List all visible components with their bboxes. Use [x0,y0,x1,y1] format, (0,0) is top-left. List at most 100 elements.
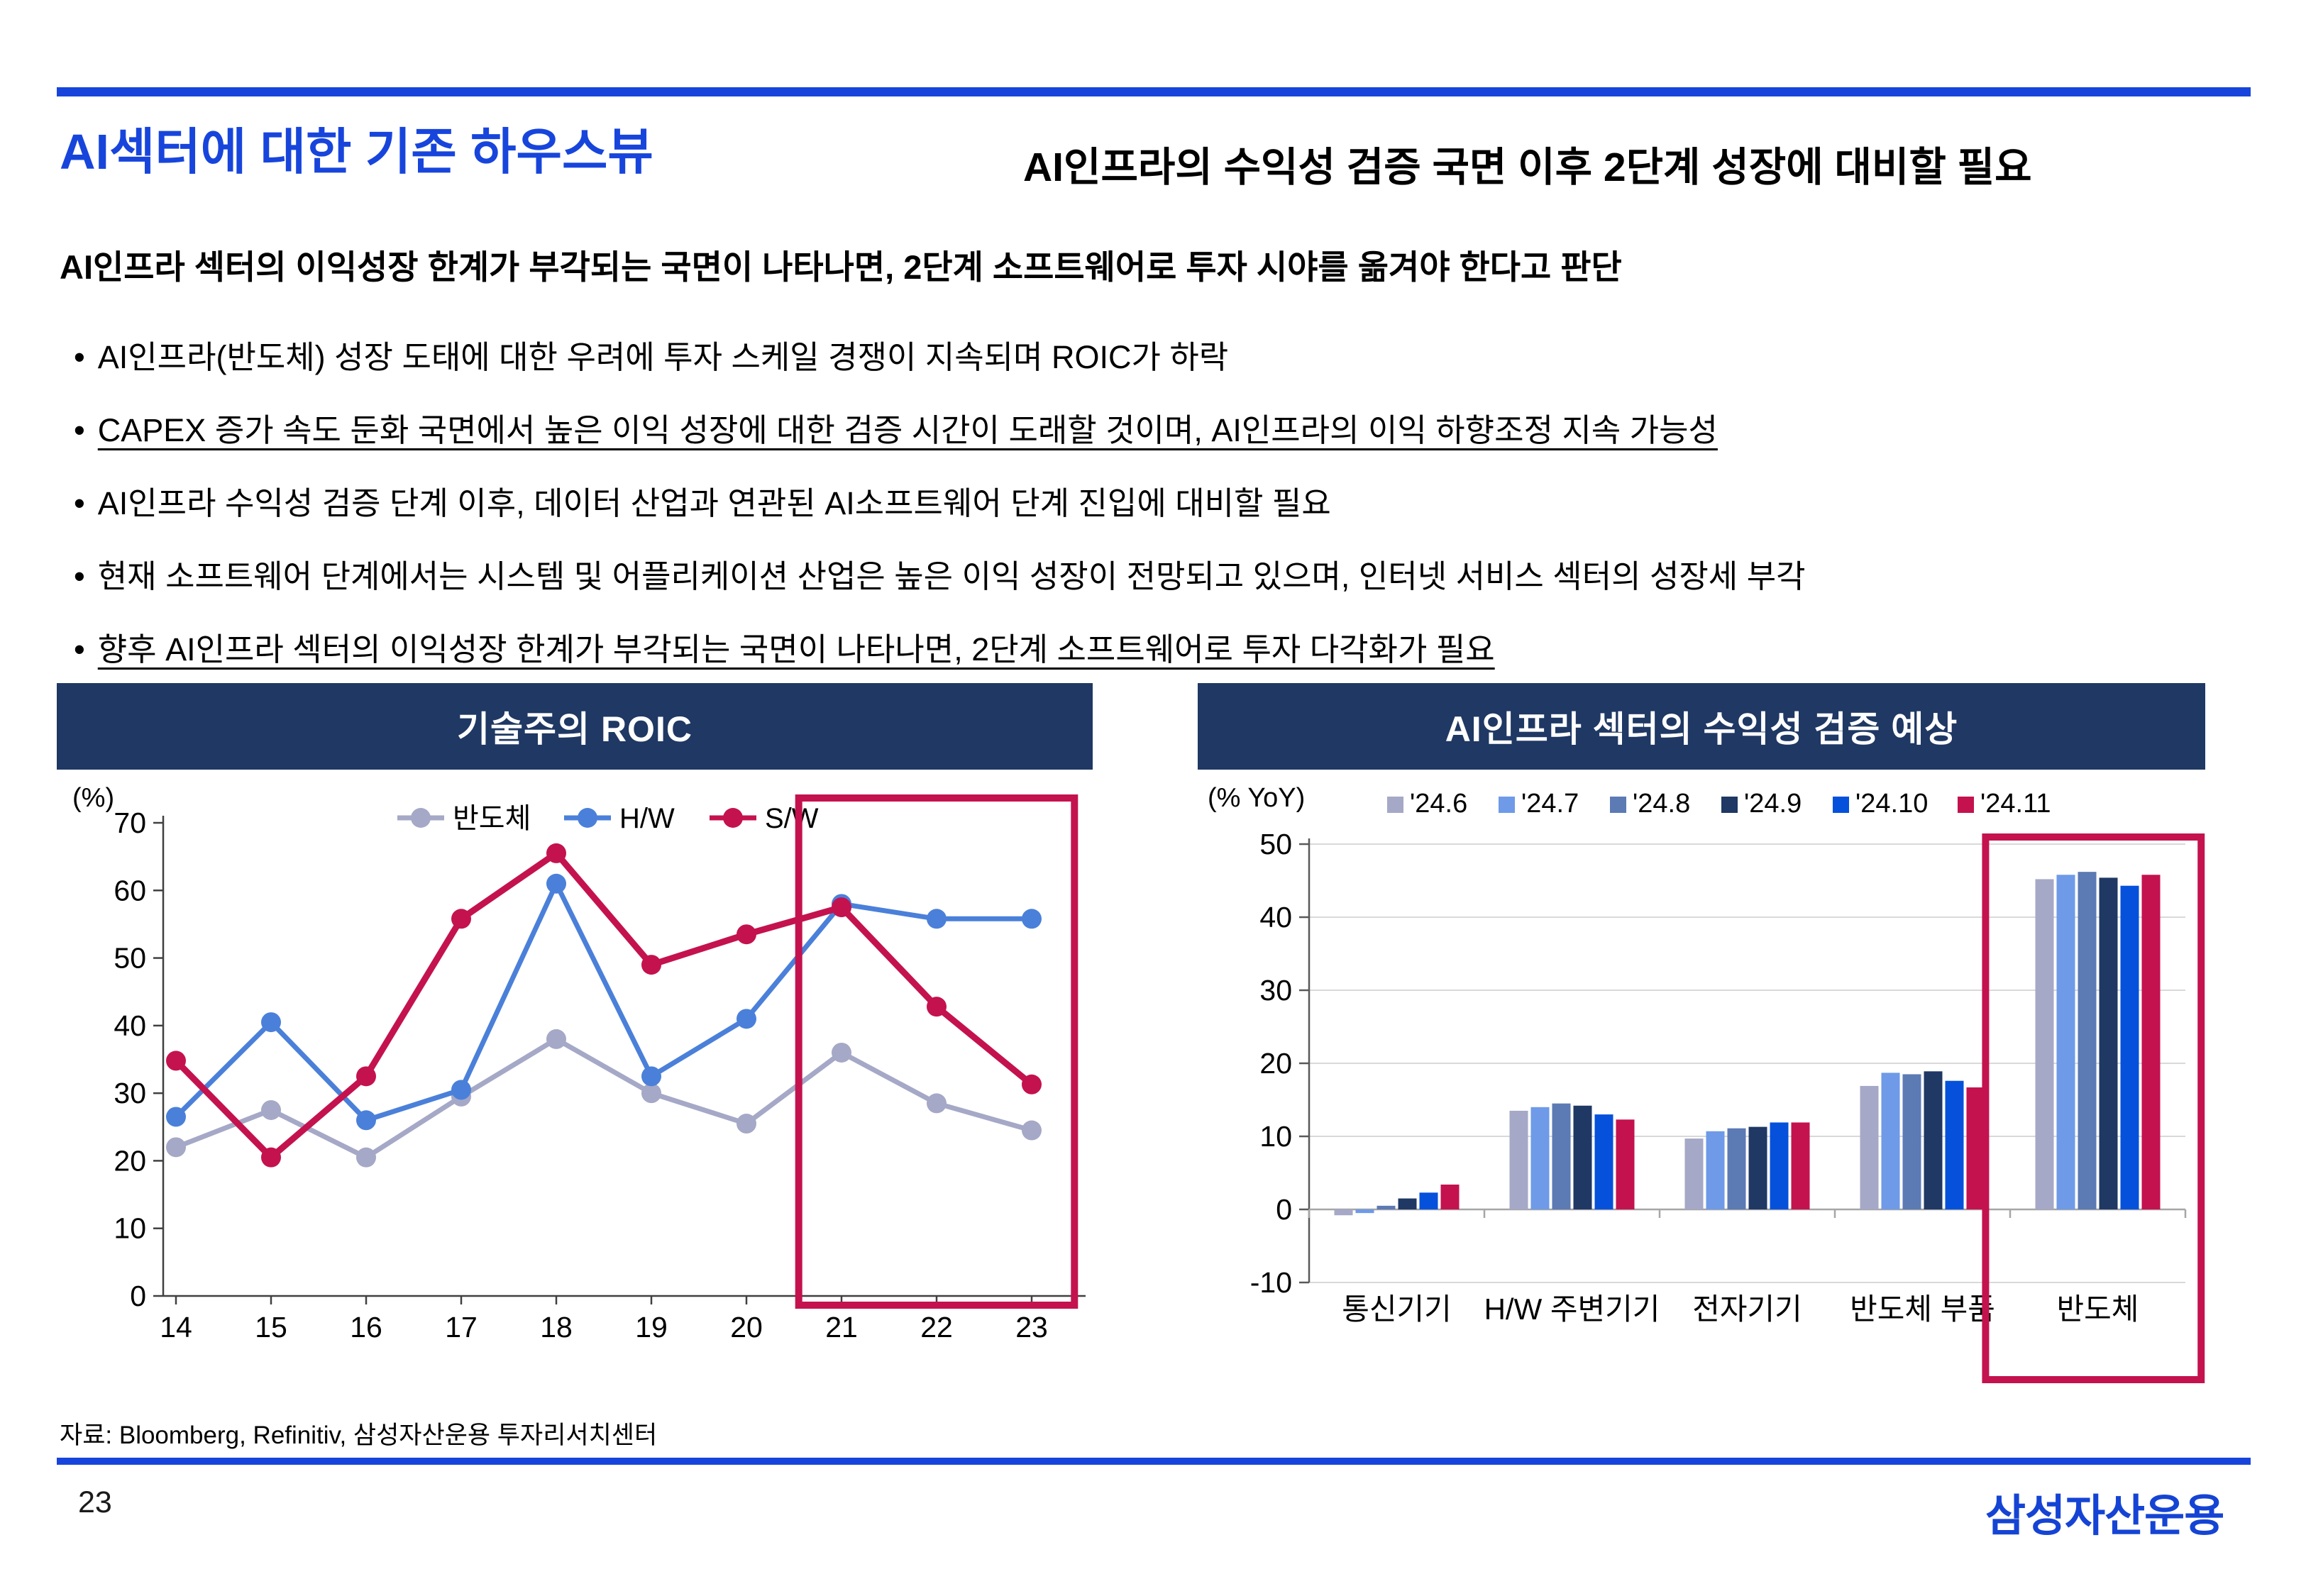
x-tick-label: 14 [160,1311,192,1343]
legend-item-H/W: H/W [564,803,675,834]
x-tick-label: 17 [445,1311,478,1343]
y-tick-label: 0 [1276,1193,1292,1226]
data-point [546,873,566,894]
right-chart-title: AI인프라 섹터의 수익성 검증 예상 [1445,709,1958,749]
right-chart-header: AI인프라 섹터의 수익성 검증 예상 [1198,683,2205,770]
bullet-marker: • [74,412,85,448]
bar [1573,1105,1592,1209]
bullet-marker: • [74,339,85,375]
x-tick-label: 15 [255,1311,287,1343]
bullet-marker: • [74,485,85,521]
roic-line-chart: (%) 반도체 H/W S/W 0 10 20 30 40 50 60 70 14 15 16 17 18 19 2… [72,783,1086,1343]
bar [1419,1192,1438,1209]
legend-item-'24.11: '24.11 [1958,789,2051,819]
legend-label: '24.10 [1855,789,1928,819]
bullet-marker: • [74,558,85,594]
x-tick-label: 22 [920,1311,953,1343]
legend-marker [411,808,431,828]
y-tick-label: 20 [1259,1047,1292,1080]
bar [2035,879,2054,1209]
legend-label: S/W [765,803,819,834]
legend-item-'24.6: '24.6 [1387,789,1467,819]
category-label: 전자기기 [1692,1292,1802,1326]
legend-label: '24.11 [1980,789,2051,819]
series-line [172,850,1035,1161]
legend-label: '24.8 [1633,789,1690,819]
highlight-box [795,794,1078,1309]
bar [1616,1119,1635,1209]
legend-marker [723,808,743,828]
bar [1684,1138,1704,1209]
left-chart-header: 기술주의 ROIC [57,683,1093,770]
page-number: 23 [78,1485,112,1519]
y-unit-label: (%) [72,783,114,813]
bullet-list: • AI인프라(반도체) 성장 도태에 대한 우려에 투자 스케일 경쟁이 지속되… [74,321,1806,686]
source-note: 자료: Bloomberg, Refinitiv, 삼성자산운용 투자리서치센터 [60,1422,658,1449]
bar [2099,877,2118,1209]
top-divider [57,87,2251,96]
data-point [927,909,947,929]
data-point [641,1083,661,1104]
bar [1791,1122,1810,1209]
bar [1860,1085,1879,1209]
data-point [641,1066,661,1087]
data-point [1022,1074,1042,1095]
y-tick-label: 40 [114,1009,146,1042]
y-tick-label: 60 [114,874,146,907]
bar [1377,1205,1396,1209]
legend-item-S/W: S/W [710,803,819,834]
bullet-text: CAPEX 증가 속도 둔화 국면에서 높은 이익 성장에 대한 검증 시간이 … [97,412,1718,448]
bar [1398,1198,1417,1209]
legend-swatch [1721,797,1738,813]
data-point [927,997,947,1017]
data-point [641,955,661,975]
page-title: AI섹터에 대한 기존 하우스뷰 [60,124,653,179]
data-point [1022,1120,1042,1141]
bar-series-'24.8 [1377,872,2097,1209]
data-point [546,843,566,863]
legend-swatch [1387,797,1403,813]
bar [1924,1071,1943,1209]
category-label: 반도체 [2057,1292,2139,1326]
legend-label: '24.7 [1521,789,1579,819]
data-point [261,1147,281,1168]
bullet-item: • CAPEX 증가 속도 둔화 국면에서 높은 이익 성장에 대한 검증 시간이… [74,394,1806,467]
x-tick-label: 23 [1015,1311,1048,1343]
legend-item-'24.9: '24.9 [1721,789,1802,819]
page-subtitle: AI인프라의 수익성 검증 국면 이후 2단계 성장에 대비할 필요 [1023,145,2032,190]
data-point [451,1080,471,1100]
bar [1594,1114,1613,1209]
bullet-text: AI인프라 수익성 검증 단계 이후, 데이터 산업과 연관된 AI소프트웨어 … [97,485,1331,521]
legend-swatch [1833,797,1849,813]
bar [2056,875,2075,1209]
bar [1727,1128,1746,1209]
y-tick-label: 50 [114,942,146,975]
y-tick-label: 20 [114,1144,146,1177]
x-tick-label: 21 [825,1311,858,1343]
line-series-반도체 [166,1029,1042,1168]
legend-item-'24.10: '24.10 [1833,789,1928,819]
legend-label: 반도체 [453,803,531,834]
bar [2141,875,2161,1209]
category-label: 통신기기 [1342,1292,1452,1326]
bar-series-'24.6 [1334,879,2054,1216]
bar-series-'24.7 [1355,875,2075,1214]
category-label: 반도체 부품 [1850,1292,1995,1326]
data-point [832,897,851,918]
y-tick-label: 0 [130,1280,146,1312]
bullet-item: • 향후 AI인프라 섹터의 이익성장 한계가 부각되는 국면이 나타나면, 2단… [74,613,1806,686]
data-point [356,1110,376,1131]
data-point [832,1042,851,1063]
series-line [173,881,1035,1123]
legend-item-'24.7: '24.7 [1499,789,1579,819]
bar [1706,1131,1725,1209]
series-line [173,1036,1035,1160]
bar-series-'24.9 [1398,877,2118,1209]
bar [1440,1184,1460,1209]
bar [1966,1087,1985,1209]
bar-series-'24.11 [1440,875,2161,1209]
lead-statement: AI인프라 섹터의 이익성장 한계가 부각되는 국면이 나타나면, 2단계 소프… [60,248,1622,286]
legend-label: '24.6 [1410,789,1467,819]
y-unit-label: (% YoY) [1208,783,1305,813]
